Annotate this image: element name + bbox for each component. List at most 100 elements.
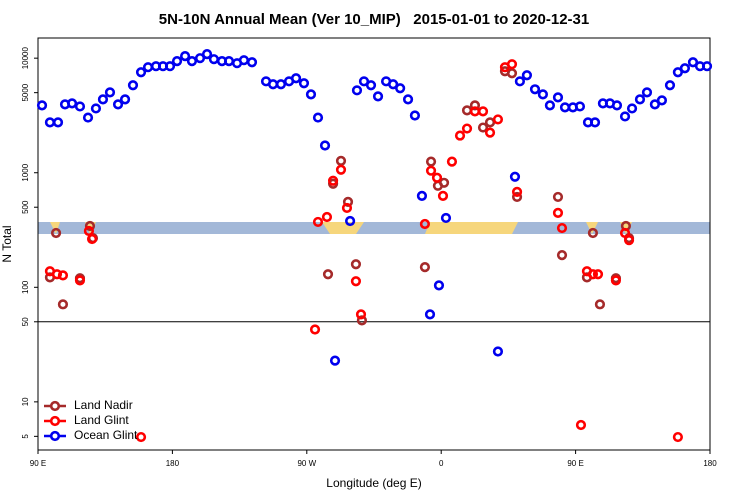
surface-mask: [38, 222, 710, 234]
point: [365, 80, 377, 91]
point: [51, 269, 63, 280]
point: [355, 309, 367, 320]
point: [610, 275, 622, 286]
point: [552, 191, 564, 203]
y-tick-label: 100: [21, 280, 30, 294]
point: [514, 76, 525, 87]
point: [440, 212, 452, 224]
point: [186, 56, 198, 67]
point: [335, 155, 347, 166]
point: [594, 299, 606, 310]
point: [119, 94, 131, 105]
x-tick-label: 0: [439, 459, 444, 468]
point: [309, 324, 321, 335]
point: [419, 218, 431, 230]
point: [556, 250, 568, 261]
point: [552, 207, 564, 219]
point: [672, 431, 683, 443]
point: [322, 269, 334, 280]
point: [425, 165, 437, 176]
x-tick-label: 90 W: [297, 459, 316, 468]
point: [84, 220, 96, 232]
point: [208, 54, 220, 65]
point: [634, 94, 646, 105]
point: [305, 89, 317, 100]
chart-title: 5N-10N Annual Mean (Ver 10_MIP) 2015-01-…: [159, 11, 589, 28]
point: [312, 112, 324, 123]
point: [454, 130, 466, 141]
point: [267, 79, 279, 90]
point: [201, 49, 213, 60]
point: [372, 91, 384, 102]
point: [36, 100, 48, 111]
point: [559, 102, 571, 113]
point: [506, 59, 518, 70]
y-tick-label: 50: [21, 317, 30, 326]
point: [395, 83, 406, 94]
x-axis-label: Longitude (deg E): [326, 476, 421, 490]
point: [544, 100, 556, 111]
point: [90, 103, 102, 114]
legend-marker: [49, 400, 61, 412]
point: [164, 61, 176, 72]
point: [341, 202, 353, 214]
point: [321, 211, 333, 223]
point: [127, 80, 139, 91]
x-tick-label: 90 E: [567, 459, 583, 468]
point: [431, 172, 443, 183]
plot-frame: [37, 37, 711, 451]
point: [74, 101, 86, 112]
point: [484, 117, 496, 128]
point: [469, 106, 481, 117]
y-tick-label: 1000: [21, 163, 30, 181]
point: [587, 227, 599, 239]
point: [461, 105, 473, 116]
y-axis-label: N Total: [0, 225, 14, 262]
point: [701, 61, 713, 72]
y-tick-label: 500: [21, 200, 30, 214]
point: [492, 346, 504, 357]
point: [409, 110, 421, 121]
point: [135, 431, 147, 443]
point: [57, 270, 69, 281]
point: [511, 191, 523, 203]
legend-label: Land Nadir: [74, 398, 133, 412]
point: [511, 186, 523, 197]
point: [664, 80, 676, 91]
point: [112, 99, 124, 110]
x-tick-label: 180: [166, 459, 180, 468]
point: [477, 106, 489, 117]
point: [641, 87, 653, 98]
point: [552, 92, 564, 103]
point: [509, 171, 521, 182]
point: [416, 190, 428, 201]
point: [425, 156, 437, 167]
legend-label: Ocean Glint: [74, 428, 138, 442]
point: [97, 94, 109, 105]
point: [135, 67, 147, 78]
point: [290, 73, 302, 84]
point: [223, 56, 235, 67]
point: [350, 259, 362, 270]
point: [506, 68, 518, 79]
point: [319, 140, 331, 151]
point: [623, 235, 635, 246]
point: [626, 103, 638, 114]
point: [619, 227, 631, 239]
point: [351, 85, 363, 96]
point: [52, 117, 64, 128]
point: [171, 56, 183, 67]
point: [611, 100, 623, 111]
point: [574, 101, 586, 112]
point: [275, 79, 287, 90]
point: [556, 222, 568, 234]
y-tick-label: 10: [21, 397, 30, 406]
point: [342, 196, 354, 207]
point: [649, 99, 660, 110]
x-tick-label: 180: [703, 459, 717, 468]
legend-label: Land Glint: [74, 413, 129, 427]
point: [350, 276, 362, 287]
point: [687, 57, 699, 68]
point: [619, 111, 631, 122]
